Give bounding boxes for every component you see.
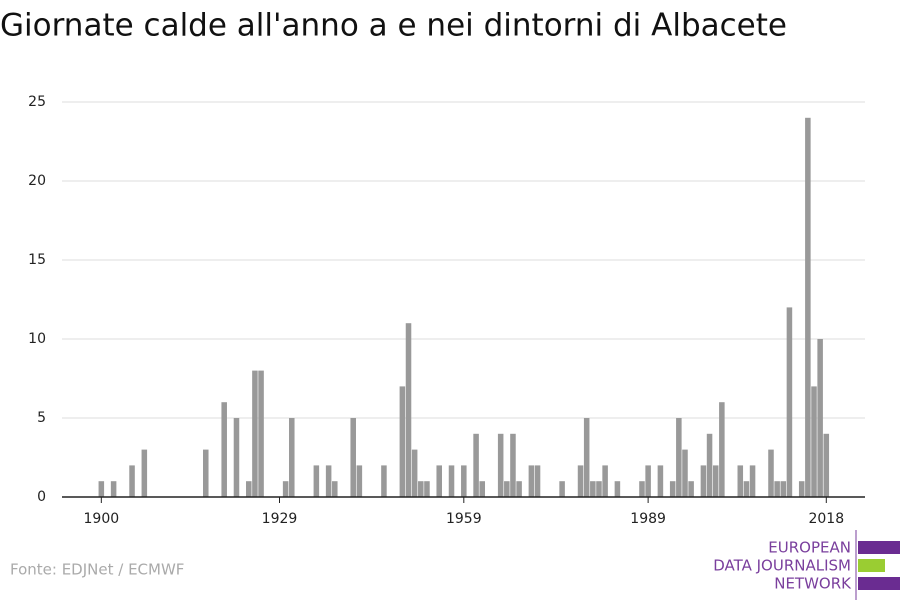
bar xyxy=(497,433,504,497)
x-tick-label: 2018 xyxy=(808,511,844,527)
bar xyxy=(614,481,621,497)
logo-text: EUROPEAN xyxy=(768,539,851,557)
bar xyxy=(719,402,725,497)
bar xyxy=(798,481,805,497)
bar xyxy=(473,433,479,497)
x-tick-label: 1989 xyxy=(630,511,666,527)
bar xyxy=(645,465,651,497)
bar xyxy=(528,465,535,497)
bar xyxy=(786,307,793,497)
bar xyxy=(313,465,320,497)
bar xyxy=(356,465,363,497)
bar xyxy=(504,481,510,497)
bar xyxy=(688,481,694,497)
y-tick-label: 5 xyxy=(37,410,46,426)
bar xyxy=(639,481,645,497)
y-tick-label: 25 xyxy=(28,94,46,110)
bar xyxy=(448,465,455,497)
bar xyxy=(737,465,744,497)
bar xyxy=(141,449,148,497)
bar xyxy=(246,481,252,497)
bar xyxy=(411,449,418,497)
y-tick-label: 10 xyxy=(28,331,46,347)
bar xyxy=(590,481,596,497)
bar xyxy=(233,418,240,497)
bar xyxy=(98,481,105,497)
bar xyxy=(749,465,756,497)
chart-title: Giornate calde all'anno a e nei dintorni… xyxy=(0,8,787,44)
bar xyxy=(743,481,750,497)
bar xyxy=(774,481,780,497)
logo-text: NETWORK xyxy=(774,575,852,593)
bar xyxy=(817,339,823,497)
bar xyxy=(479,481,486,497)
bar xyxy=(350,418,356,497)
y-tick-label: 0 xyxy=(37,489,46,505)
bar xyxy=(129,465,135,497)
bar xyxy=(258,370,264,497)
bar xyxy=(706,433,713,497)
x-tick-label: 1959 xyxy=(446,511,482,527)
bar xyxy=(510,433,516,497)
bar xyxy=(289,418,295,497)
source: Fonte: EDJNet / ECMWF xyxy=(10,561,184,579)
logo: EUROPEAN DATA JOURNALISM NETWORK xyxy=(713,530,900,600)
bar xyxy=(780,481,787,497)
bar xyxy=(110,481,117,497)
bar xyxy=(657,465,664,497)
bar xyxy=(768,449,774,497)
bar xyxy=(669,481,676,497)
bar xyxy=(583,418,590,497)
bar xyxy=(325,465,332,497)
bar xyxy=(712,465,719,497)
y-tick-label: 15 xyxy=(28,252,46,268)
logo-bar xyxy=(858,541,900,554)
bar xyxy=(811,386,817,497)
bar xyxy=(559,481,565,497)
bar xyxy=(596,481,602,497)
bar xyxy=(805,117,811,498)
bar xyxy=(516,481,522,497)
bar xyxy=(405,323,412,497)
bar xyxy=(436,465,442,497)
bar xyxy=(823,433,830,497)
logo-bar xyxy=(858,559,885,572)
y-tick-label: 20 xyxy=(28,173,46,189)
bar xyxy=(682,449,688,497)
bar xyxy=(381,465,387,497)
bar xyxy=(676,418,682,497)
bar xyxy=(332,481,338,497)
bar xyxy=(418,481,424,497)
bar xyxy=(602,465,608,497)
bar xyxy=(424,481,430,497)
logo-bar xyxy=(858,577,900,590)
x-tick-label: 1900 xyxy=(84,511,120,527)
bar xyxy=(252,370,258,497)
bar xyxy=(700,465,707,497)
bar xyxy=(203,449,209,497)
bar xyxy=(399,386,406,497)
bar xyxy=(221,402,227,497)
logo-text: DATA JOURNALISM xyxy=(713,557,851,575)
bar xyxy=(461,465,467,497)
bar xyxy=(534,465,541,497)
bar xyxy=(282,481,289,497)
x-tick-label: 1929 xyxy=(262,511,298,527)
bar xyxy=(577,465,584,497)
